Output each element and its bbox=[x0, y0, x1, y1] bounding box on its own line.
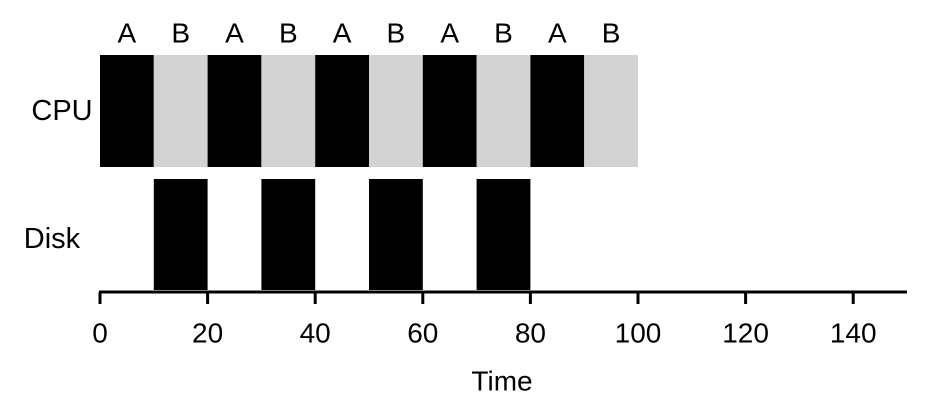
job-label-b-7: B bbox=[494, 18, 513, 49]
cpu-segment-3 bbox=[261, 55, 316, 167]
job-label-a-0: A bbox=[118, 18, 137, 49]
cpu-segment-2 bbox=[207, 55, 262, 167]
disk-segment-2 bbox=[369, 179, 423, 290]
cpu-row-label: CPU bbox=[31, 95, 92, 127]
cpu-segment-8 bbox=[530, 55, 585, 167]
x-tick-label-20: 20 bbox=[192, 318, 223, 349]
job-label-b-1: B bbox=[171, 18, 190, 49]
x-tick-label-60: 60 bbox=[407, 318, 438, 349]
x-tick-label-140: 140 bbox=[830, 318, 877, 349]
x-axis-label: Time bbox=[471, 366, 532, 397]
job-label-a-6: A bbox=[440, 18, 459, 49]
disk-segment-0 bbox=[153, 179, 208, 290]
job-label-a-2: A bbox=[225, 18, 244, 49]
x-tick-label-100: 100 bbox=[615, 318, 662, 349]
cpu-segment-7 bbox=[476, 55, 531, 167]
cpu-segment-0 bbox=[100, 55, 154, 167]
cpu-segment-6 bbox=[422, 55, 477, 167]
disk-segment-3 bbox=[476, 179, 531, 290]
cpu-segment-5 bbox=[369, 55, 423, 167]
job-label-b-3: B bbox=[279, 18, 298, 49]
x-tick-label-0: 0 bbox=[92, 318, 108, 349]
x-tick-label-120: 120 bbox=[722, 318, 769, 349]
cpu-segment-9 bbox=[584, 55, 638, 167]
disk-segment-1 bbox=[261, 179, 316, 290]
disk-row-label: Disk bbox=[24, 223, 81, 255]
job-label-b-9: B bbox=[602, 18, 621, 49]
x-tick-label-40: 40 bbox=[300, 318, 331, 349]
cpu-segment-1 bbox=[153, 55, 208, 167]
cpu-segment-4 bbox=[315, 55, 369, 167]
job-label-a-8: A bbox=[548, 18, 567, 49]
job-label-a-4: A bbox=[333, 18, 352, 49]
x-tick-label-80: 80 bbox=[515, 318, 546, 349]
job-label-b-5: B bbox=[387, 18, 406, 49]
